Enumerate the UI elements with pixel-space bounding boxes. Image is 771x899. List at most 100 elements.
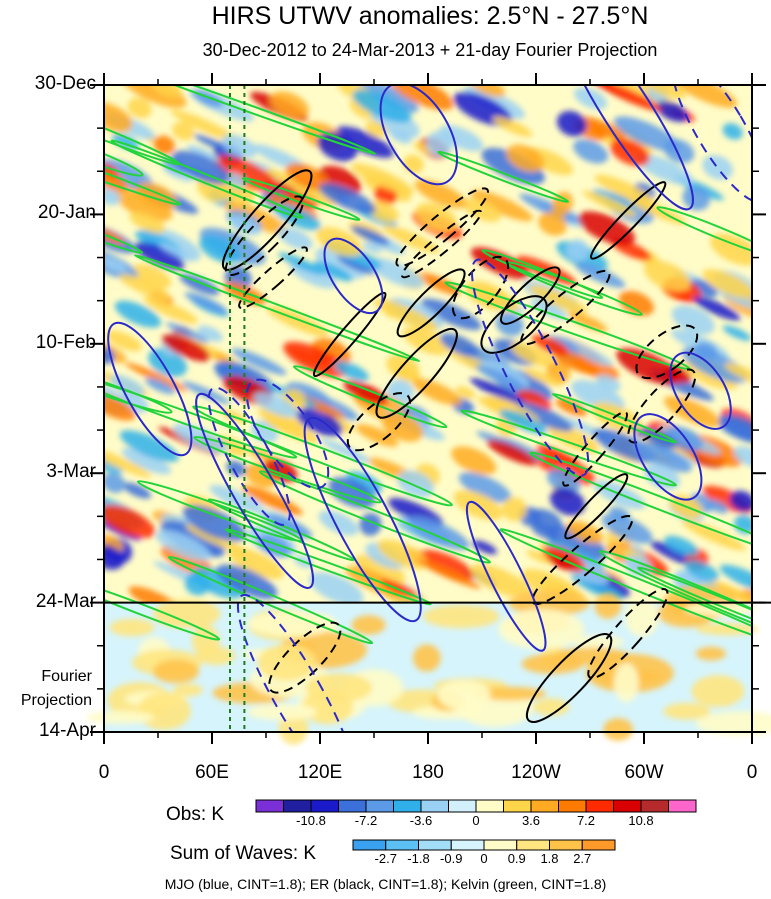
obs-colorbar <box>255 799 697 813</box>
obs-anomaly-cell <box>578 211 636 246</box>
obs-anomaly-cell <box>386 354 420 380</box>
obs-anomaly-cell <box>186 145 220 163</box>
obs-anomaly-cell <box>418 272 461 295</box>
waves-colorbar <box>352 839 616 851</box>
obs-anomaly-cell <box>172 150 230 185</box>
projection-anomaly-cell <box>173 683 203 697</box>
obs-anomaly-cell <box>682 186 710 211</box>
obs-anomaly-cell <box>506 144 545 172</box>
obs-anomaly-cell <box>158 242 191 259</box>
projection-anomaly-cell <box>197 646 236 666</box>
obs-anomaly-cell <box>517 390 552 411</box>
er-contour <box>564 473 629 540</box>
obs-anomaly-cell <box>335 126 394 158</box>
obs-anomaly-cell <box>285 163 329 191</box>
obs-anomaly-cell <box>104 534 123 553</box>
obs-anomaly-cell <box>278 252 325 276</box>
obs-anomaly-cell <box>104 102 133 133</box>
mjo-contour <box>669 351 732 430</box>
colorbar-swatch <box>385 839 419 851</box>
obs-anomaly-cell <box>351 163 415 195</box>
kelvin-contour <box>167 555 374 645</box>
obs-anomaly-cell <box>555 398 587 417</box>
obs-anomaly-cell <box>346 471 383 494</box>
colorbar-tick-label: -1.8 <box>407 851 430 866</box>
y-tick-label: 14-Apr <box>38 720 96 741</box>
obs-anomaly-cell <box>538 211 567 236</box>
obs-anomaly-cell <box>121 448 172 475</box>
obs-anomaly-cell <box>724 363 752 386</box>
mjo-contour <box>195 392 314 589</box>
obs-anomaly-cell <box>656 101 689 122</box>
obs-anomaly-cell <box>185 524 245 553</box>
colorbar-swatch <box>418 839 452 851</box>
x-tick-label: 0 <box>98 762 110 783</box>
er-contour <box>346 392 412 452</box>
y-tick-label: 3-Mar <box>46 461 96 483</box>
obs-anomaly-cell <box>309 572 364 603</box>
obs-anomaly-cell <box>566 520 604 544</box>
er-contour <box>375 327 458 419</box>
kelvin-contour <box>110 139 304 219</box>
obs-anomaly-cell <box>227 547 284 580</box>
obs-anomaly-cell <box>412 378 462 406</box>
colorbar-tick-label: 0 <box>480 851 488 866</box>
obs-anomaly-cell <box>684 560 719 582</box>
obs-anomaly-cell <box>352 89 412 123</box>
obs-anomaly-cell <box>472 540 497 555</box>
colorbar-tick-label: 10.8 <box>628 813 654 828</box>
obs-anomaly-cell <box>162 166 193 182</box>
obs-anomaly-cell <box>481 147 545 185</box>
colorbar-swatch <box>483 839 518 851</box>
obs-anomaly-cell <box>419 549 474 581</box>
obs-anomaly-cell <box>671 305 715 335</box>
er-contour <box>587 587 669 680</box>
obs-anomaly-cell <box>128 586 181 603</box>
obs-anomaly-cell <box>514 401 573 432</box>
obs-anomaly-cell <box>368 257 424 289</box>
projection-anomaly-cell <box>153 599 221 629</box>
er-contour <box>480 295 548 354</box>
obs-anomaly-cell <box>531 334 570 356</box>
projection-anomaly-cell <box>257 644 317 681</box>
colorbar-swatch <box>310 799 339 813</box>
obs-anomaly-cell <box>166 322 209 343</box>
colorbar-swatch <box>475 799 504 813</box>
obs-anomaly-cell <box>362 242 382 254</box>
obs-anomaly-cell <box>707 500 729 514</box>
x-tick-label: 60E <box>195 762 229 783</box>
obs-anomaly-cell <box>568 311 608 332</box>
obs-anomaly-cell <box>641 85 686 99</box>
obs-anomaly-cell <box>693 296 741 321</box>
projection-anomaly-cell <box>247 611 337 637</box>
obs-anomaly-cell <box>337 255 375 275</box>
obs-anomaly-cell <box>501 497 527 522</box>
projection-label-2: Projection <box>20 692 92 709</box>
chart-title: HIRS UTWV anomalies: 2.5°N - 27.5°N <box>211 2 649 30</box>
obs-anomaly-cell <box>172 122 195 141</box>
colorbar-swatch <box>613 799 642 813</box>
obs-anomaly-cell <box>681 519 746 551</box>
obs-anomaly-cell <box>566 239 589 261</box>
colorbar-tick-label: 2.7 <box>573 851 592 866</box>
mjo-contour <box>207 386 291 526</box>
er-contour <box>238 246 308 309</box>
er-contour <box>635 324 699 380</box>
colorbar-swatch <box>581 839 616 851</box>
kelvin-contour <box>460 409 677 487</box>
obs-anomaly-cell <box>421 298 482 330</box>
obs-anomaly-cell <box>619 290 654 316</box>
obs-anomaly-cell <box>104 544 124 570</box>
er-contour <box>395 187 489 268</box>
y-tick-label: 10-Feb <box>35 331 96 353</box>
colorbar-tick-label: 7.2 <box>576 813 596 828</box>
obs-anomaly-cell <box>368 200 399 223</box>
projection-anomaly-cell <box>351 615 386 635</box>
er-contour <box>396 268 466 338</box>
projection-anomaly-cell <box>663 702 711 720</box>
projection-anomaly-cell <box>413 644 441 672</box>
chart-footer: MJO (blue, CINT=1.8); ER (black, CINT=1.… <box>164 876 607 892</box>
projection-anomaly-cell <box>247 703 318 721</box>
obs-anomaly-cell <box>458 472 512 503</box>
